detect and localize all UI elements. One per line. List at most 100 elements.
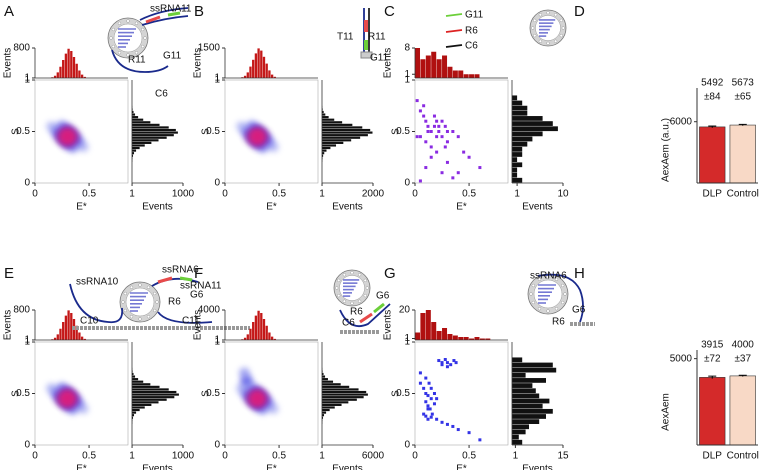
y-tick-label: 1 — [24, 75, 30, 86]
scatter-point — [445, 130, 449, 133]
y-tick-label: 1 — [404, 75, 410, 86]
panel-letter: E — [4, 265, 14, 282]
scatter-point — [445, 422, 449, 426]
y-axis-label: S — [391, 128, 402, 135]
rna-strand — [151, 277, 199, 287]
right-hist-bar — [132, 411, 137, 414]
scatter-point — [445, 365, 449, 369]
annotation: C10 — [80, 316, 99, 327]
right-hist-bar — [322, 403, 342, 406]
right-hist-bar — [132, 128, 176, 132]
right-hist-bar — [322, 393, 368, 396]
scatter-point — [435, 417, 439, 421]
right-hist-tick-label: 2000 — [362, 189, 385, 200]
top-hist-bar — [254, 53, 258, 78]
dlp-pore — [563, 292, 567, 296]
y-axis-label: AexAem — [661, 393, 672, 431]
right-hist-bar — [132, 149, 137, 152]
right-hist-bar — [132, 139, 159, 142]
scatter-point — [429, 155, 433, 159]
right-hist-bar — [132, 141, 152, 144]
top-hist-bar — [56, 334, 59, 340]
y-axis-label: S — [201, 128, 212, 135]
y-tick-label: 0.5 — [206, 388, 220, 399]
scatter-point — [426, 124, 430, 128]
right-hist-tick-label: 1 — [129, 451, 135, 462]
dlp-pore — [337, 294, 341, 298]
top-hist-bar — [75, 63, 78, 78]
rna-strand — [69, 283, 124, 324]
dlp-pore — [155, 300, 159, 304]
right-hist-bar — [132, 123, 160, 126]
rna-strand — [139, 7, 189, 21]
right-hist-tick-label: 1 — [319, 189, 325, 200]
right-hist-bar — [322, 380, 334, 383]
error-label: ±65 — [734, 92, 751, 103]
right-hist-bar — [132, 121, 151, 124]
dlp-pore — [561, 283, 565, 288]
right-hist-bar — [322, 396, 364, 399]
top-hist-tick-label: 1 — [24, 335, 30, 346]
top-hist-bar — [70, 313, 73, 340]
scatter-point — [440, 171, 444, 175]
scatter-point — [432, 392, 436, 395]
y-tick-label: 1 — [214, 337, 220, 348]
right-hist-bar — [322, 388, 359, 391]
density-cell — [58, 127, 77, 146]
right-hist-tick-label: 1 — [513, 451, 519, 462]
top-hist-bar — [56, 72, 59, 78]
right-hist-bar — [322, 390, 367, 394]
top-hist-label: Events — [383, 310, 394, 341]
top-hist-tick-label: 1 — [214, 335, 220, 346]
scatter-point — [443, 124, 447, 128]
top-hist-bar — [257, 48, 260, 78]
top-hist-bar — [268, 332, 271, 340]
rna-strand — [373, 302, 385, 314]
annotation: G11 — [370, 53, 389, 64]
x-tick-label: 0.5 — [82, 189, 96, 200]
top-hist-bar — [436, 59, 442, 78]
top-hist-bar — [479, 338, 485, 340]
scatter-point — [437, 359, 441, 363]
right-hist-tick-label: 1 — [514, 189, 520, 200]
value-label: 4000 — [732, 340, 755, 351]
panel-letter: H — [574, 265, 585, 282]
x-tick-label: 0.5 — [272, 451, 286, 462]
right-hist-bar — [132, 401, 159, 404]
bar — [699, 126, 726, 184]
dlp-pore — [537, 277, 542, 281]
scatter-point — [429, 145, 433, 149]
top-hist-bar — [265, 63, 268, 78]
density-cell — [248, 389, 267, 408]
scatter-point — [478, 438, 482, 442]
scatter-point — [478, 166, 482, 170]
scatter-point — [440, 363, 444, 367]
right-hist-bar — [512, 131, 543, 137]
dlp-pore — [117, 51, 122, 55]
annotation: G11 — [465, 10, 484, 21]
x-tick-label: Control — [727, 451, 759, 462]
right-hist-bar — [132, 136, 167, 139]
density-cell — [58, 389, 77, 408]
x-tick-label: 0 — [412, 451, 418, 462]
scatter-point — [435, 135, 439, 139]
top-hist-bar — [53, 75, 57, 78]
right-hist-bar — [512, 177, 523, 183]
right-hist-bar — [132, 126, 169, 129]
right-hist-bar — [512, 439, 523, 445]
dlp-pore — [146, 315, 151, 319]
scatter-point — [440, 361, 444, 365]
right-hist-bar — [132, 388, 169, 391]
scatter-point — [424, 376, 428, 380]
top-hist-bar — [246, 72, 249, 78]
top-hist-bar — [265, 325, 268, 340]
top-hist-bar — [458, 337, 464, 340]
scatter-point — [435, 397, 439, 401]
panel: H 3915 ±72 DLP 4000 ±37 Control 5000 AexAem — [574, 265, 759, 462]
top-hist-tick-label: 800 — [13, 305, 30, 316]
right-hist-bar — [132, 414, 135, 417]
scatter-point — [432, 402, 436, 406]
rna-strand — [167, 11, 181, 17]
right-hist-bar — [132, 393, 179, 396]
scatter-point — [440, 119, 444, 123]
